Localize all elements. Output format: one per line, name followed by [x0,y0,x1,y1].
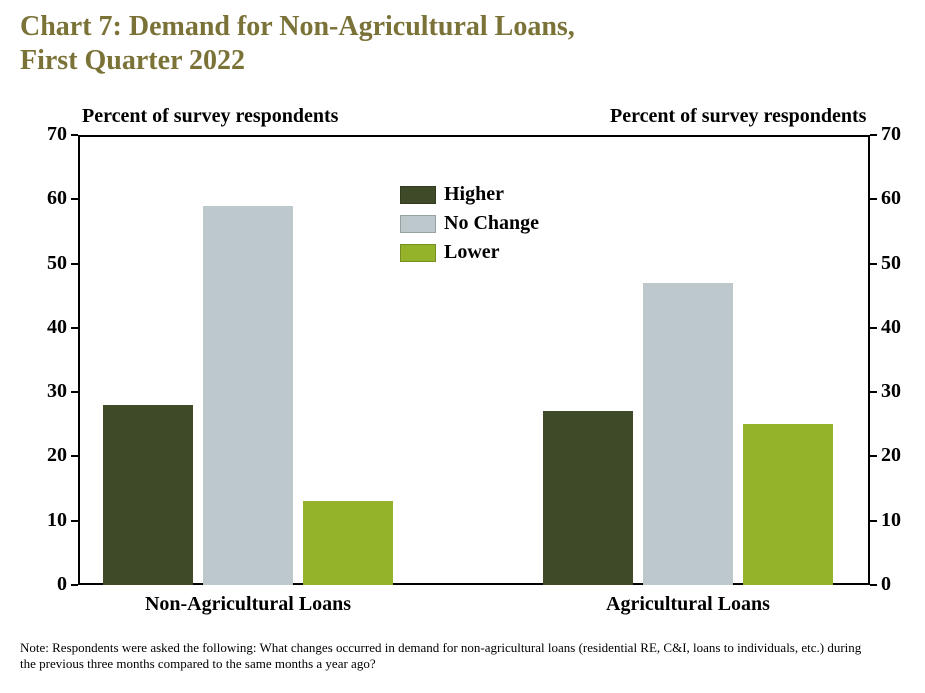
chart-title-line1: Chart 7: Demand for Non-Agricultural Loa… [20,10,905,44]
y-axis-label-left: Percent of survey respondents [82,105,338,128]
y-tick-right [870,584,877,586]
chart-title-line2: First Quarter 2022 [20,44,905,78]
legend-label: Lower [444,241,500,264]
y-tick-right [870,520,877,522]
legend-swatch [400,215,436,233]
bar [643,283,733,585]
y-tick-right [870,198,877,200]
legend-label: Higher [444,183,504,206]
y-tick-left [71,263,78,265]
y-tick-right [870,263,877,265]
y-tick-label-right: 30 [881,380,901,403]
bar [743,424,833,585]
y-tick-right [870,134,877,136]
y-tick-label-left: 10 [27,509,67,532]
legend-label: No Change [444,212,539,235]
legend-item: No Change [400,212,539,235]
footnote-line1: Note: Respondents were asked the followi… [20,640,861,655]
legend-item: Higher [400,183,539,206]
y-tick-right [870,391,877,393]
y-tick-left [71,520,78,522]
legend-swatch [400,244,436,262]
y-tick-label-left: 20 [27,444,67,467]
y-axis-label-right: Percent of survey respondents [610,105,866,128]
y-tick-label-right: 0 [881,573,891,596]
category-label: Non-Agricultural Loans [73,593,423,616]
y-tick-label-right: 70 [881,123,901,146]
footnote-line2: the previous three months compared to th… [20,656,376,671]
y-tick-label-left: 60 [27,187,67,210]
bar [303,501,393,585]
y-tick-label-right: 50 [881,252,901,275]
bar [103,405,193,585]
legend: Higher No Change Lower [400,183,539,270]
y-tick-label-right: 10 [881,509,901,532]
y-tick-label-left: 50 [27,252,67,275]
y-tick-label-left: 40 [27,316,67,339]
legend-swatch [400,186,436,204]
y-tick-left [71,584,78,586]
y-tick-right [870,327,877,329]
y-tick-label-right: 40 [881,316,901,339]
y-tick-left [71,327,78,329]
y-tick-right [870,455,877,457]
y-tick-label-left: 0 [27,573,67,596]
y-tick-left [71,134,78,136]
y-tick-label-right: 20 [881,444,901,467]
bar [203,206,293,585]
y-tick-left [71,455,78,457]
legend-item: Lower [400,241,539,264]
category-label: Agricultural Loans [513,593,863,616]
y-tick-label-left: 30 [27,380,67,403]
y-tick-label-right: 60 [881,187,901,210]
footnote: Note: Respondents were asked the followi… [20,640,905,673]
y-tick-left [71,391,78,393]
bar [543,411,633,585]
y-tick-left [71,198,78,200]
y-tick-label-left: 70 [27,123,67,146]
